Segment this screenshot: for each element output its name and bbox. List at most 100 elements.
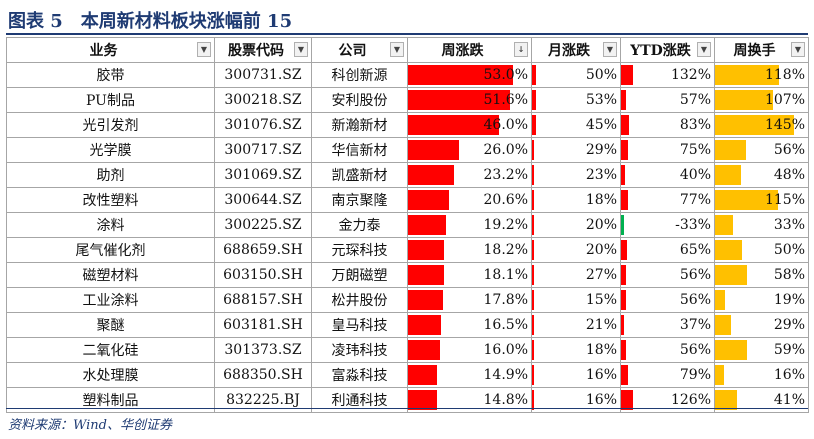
- week-change-cell-bar: [408, 140, 460, 160]
- column-header-label: 周涨跌: [441, 43, 484, 59]
- table-row: 涂料 300225.SZ 金力泰 19.2% 20% -33% 33%: [6, 212, 809, 238]
- header-row: 业务 ▼ 股票代码 ▼ 公司 ▼ 周涨跌 ↓ 月涨跌 ▼ YTD涨跌 ▼ 周换手 ▼: [6, 37, 809, 63]
- ytd-change-cell: 57%: [620, 87, 715, 113]
- business-cell: 二氧化硅: [6, 337, 215, 363]
- ytd-change-cell-value: 79%: [679, 367, 711, 383]
- header-week-change[interactable]: 周涨跌 ↓: [407, 37, 532, 63]
- week-turnover-cell: 118%: [714, 62, 809, 88]
- ytd-change-cell: 40%: [620, 162, 715, 188]
- sort-desc-icon[interactable]: ↓: [514, 42, 528, 57]
- table-row: 工业涂料 688157.SH 松井股份 17.8% 15% 56% 19%: [6, 287, 809, 313]
- month-change-cell: 18%: [531, 337, 621, 363]
- stock-code-cell: 300644.SZ: [214, 187, 312, 213]
- week-change-cell-bar: [408, 340, 440, 360]
- company-cell: 新瀚新材: [311, 112, 408, 138]
- dropdown-icon[interactable]: ▼: [697, 42, 711, 57]
- month-change-cell-bar: [532, 65, 537, 85]
- week-change-cell-bar: [408, 190, 449, 210]
- month-change-cell: 45%: [531, 112, 621, 138]
- header-week-turnover[interactable]: 周换手 ▼: [714, 37, 809, 63]
- company-cell: 元琛科技: [311, 237, 408, 263]
- week-change-cell-value: 53.0%: [483, 67, 528, 83]
- week-turnover-cell: 145%: [714, 112, 809, 138]
- ytd-change-cell-bar: [621, 215, 625, 235]
- stock-code-cell: 603181.SH: [214, 312, 312, 338]
- ytd-change-cell-value: 56%: [679, 342, 711, 358]
- month-change-cell-value: 29%: [585, 142, 617, 158]
- dropdown-icon[interactable]: ▼: [390, 42, 404, 57]
- ytd-change-cell-bar: [621, 340, 627, 360]
- week-change-cell: 26.0%: [407, 137, 532, 163]
- month-change-cell-bar: [532, 340, 534, 360]
- week-change-cell: 46.0%: [407, 112, 532, 138]
- week-change-cell: 16.0%: [407, 337, 532, 363]
- month-change-cell-value: 20%: [585, 242, 617, 258]
- week-turnover-cell: 58%: [714, 262, 809, 288]
- week-change-cell-bar: [408, 390, 438, 410]
- week-change-cell-value: 14.9%: [483, 367, 528, 383]
- dropdown-icon[interactable]: ▼: [791, 42, 805, 57]
- table-row: 磁塑材料 603150.SH 万朗磁塑 18.1% 27% 56% 58%: [6, 262, 809, 288]
- dropdown-icon[interactable]: ▼: [603, 42, 617, 57]
- company-cell: 松井股份: [311, 287, 408, 313]
- column-header-label: 业务: [89, 43, 118, 59]
- week-change-cell-bar: [408, 290, 444, 310]
- dropdown-icon[interactable]: ▼: [197, 42, 211, 57]
- month-change-cell: 20%: [531, 212, 621, 238]
- ytd-change-cell-value: 37%: [679, 317, 711, 333]
- week-turnover-cell: 59%: [714, 337, 809, 363]
- week-turnover-cell: 48%: [714, 162, 809, 188]
- table-row: 光引发剂 301076.SZ 新瀚新材 46.0% 45% 83% 145%: [6, 112, 809, 138]
- business-cell: 助剂: [6, 162, 215, 188]
- ytd-change-cell-bar: [621, 265, 627, 285]
- business-cell: 涂料: [6, 212, 215, 238]
- month-change-cell-value: 16%: [585, 392, 617, 408]
- week-change-cell-bar: [408, 165, 454, 185]
- week-turnover-cell-bar: [715, 115, 795, 135]
- header-company[interactable]: 公司 ▼: [311, 37, 408, 63]
- ytd-change-cell-value: 57%: [679, 92, 711, 108]
- ytd-change-cell: 56%: [620, 287, 715, 313]
- ytd-change-cell-bar: [621, 290, 627, 310]
- table-row: 聚醚 603181.SH 皇马科技 16.5% 21% 37% 29%: [6, 312, 809, 338]
- month-change-cell-bar: [532, 390, 534, 410]
- company-cell: 皇马科技: [311, 312, 408, 338]
- table-row: 助剂 301069.SZ 凯盛新材 23.2% 23% 40% 48%: [6, 162, 809, 188]
- week-change-cell-bar: [408, 365, 438, 385]
- business-cell: 聚醚: [6, 312, 215, 338]
- ytd-change-cell: 77%: [620, 187, 715, 213]
- week-change-cell-value: 23.2%: [483, 167, 528, 183]
- header-stock-code[interactable]: 股票代码 ▼: [214, 37, 312, 63]
- column-header-label: 月涨跌: [548, 43, 590, 59]
- ytd-change-cell-bar: [621, 190, 629, 210]
- company-cell: 凯盛新材: [311, 162, 408, 188]
- week-change-cell-value: 20.6%: [483, 192, 528, 208]
- month-change-cell-value: 18%: [585, 342, 617, 358]
- month-change-cell-value: 15%: [585, 292, 617, 308]
- week-turnover-cell-value: 50%: [773, 242, 805, 258]
- title-divider: [6, 33, 808, 35]
- week-change-cell-value: 46.0%: [483, 117, 528, 133]
- header-month-change[interactable]: 月涨跌 ▼: [531, 37, 621, 63]
- header-ytd-change[interactable]: YTD涨跌 ▼: [620, 37, 715, 63]
- ytd-change-cell-value: 77%: [679, 192, 711, 208]
- stock-code-cell: 301373.SZ: [214, 337, 312, 363]
- week-turnover-cell-value: 59%: [773, 342, 805, 358]
- week-turnover-cell-value: 16%: [773, 367, 805, 383]
- ytd-change-cell-bar: [621, 365, 629, 385]
- month-change-cell: 27%: [531, 262, 621, 288]
- week-change-cell: 53.0%: [407, 62, 532, 88]
- company-cell: 金力泰: [311, 212, 408, 238]
- week-turnover-cell-bar: [715, 140, 746, 160]
- dropdown-icon[interactable]: ▼: [294, 42, 308, 57]
- week-change-cell: 20.6%: [407, 187, 532, 213]
- header-business[interactable]: 业务 ▼: [6, 37, 215, 63]
- company-cell: 科创新源: [311, 62, 408, 88]
- month-change-cell-value: 16%: [585, 367, 617, 383]
- company-cell: 安利股份: [311, 87, 408, 113]
- source-note: 资料来源：Wind、华创证券: [8, 418, 172, 433]
- business-cell: 光学膜: [6, 137, 215, 163]
- column-header-label: 股票代码: [228, 43, 284, 59]
- ytd-change-cell: -33%: [620, 212, 715, 238]
- week-change-cell-value: 17.8%: [483, 292, 528, 308]
